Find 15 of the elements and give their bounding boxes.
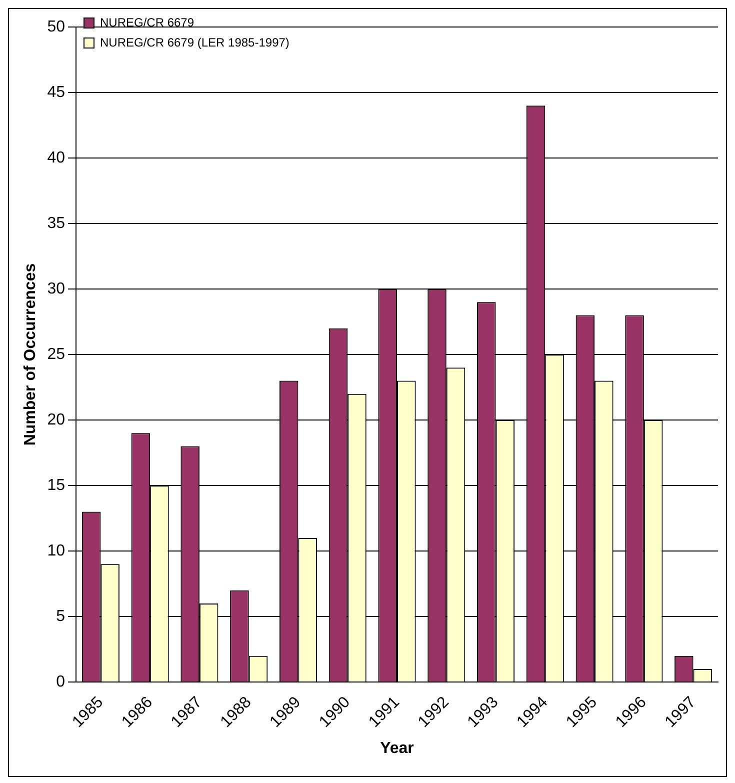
y-axis-title: Number of Occurrences [22, 263, 40, 446]
y-tick-label: 5 [56, 608, 66, 625]
y-tick-label: 15 [47, 476, 66, 494]
y-tick-label: 35 [47, 214, 66, 232]
y-tick-label: 50 [47, 18, 66, 36]
legend-label: NUREG/CR 6679 [100, 15, 194, 30]
y-tick-label: 0 [56, 673, 66, 690]
y-tick-label: 45 [47, 84, 66, 101]
x-axis-title: Year [380, 740, 414, 757]
y-tick-label: 40 [47, 149, 66, 166]
y-tick-label: 10 [47, 542, 66, 560]
y-tick-label: 30 [47, 280, 66, 298]
legend-label: NUREG/CR 6679 (LER 1985-1997) [100, 35, 290, 50]
y-tick-label: 25 [47, 346, 66, 363]
y-tick-label: 20 [47, 411, 66, 428]
